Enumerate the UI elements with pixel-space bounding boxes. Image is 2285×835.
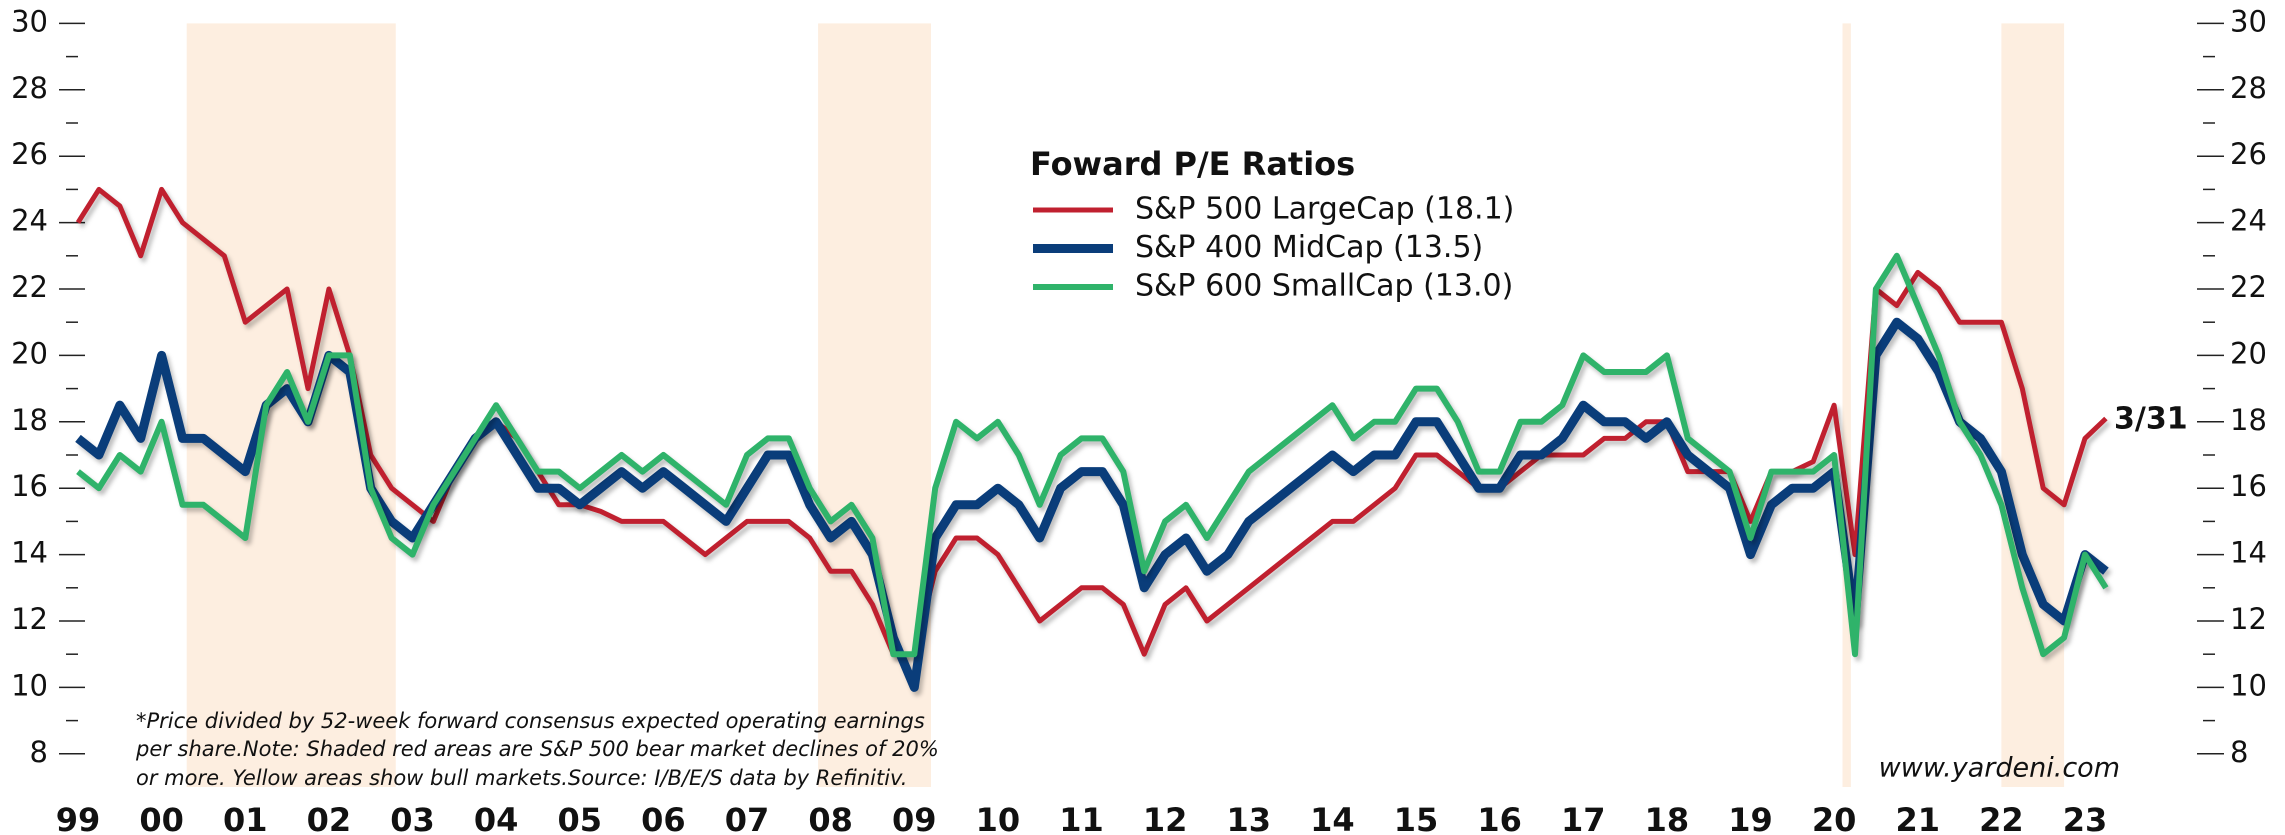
x-tick-label: 19 (1728, 801, 1773, 835)
x-tick-label: 17 (1561, 801, 1606, 835)
annotation: 3/31 (2114, 402, 2188, 437)
x-tick-label: 23 (2063, 801, 2108, 835)
series-line (75, 317, 2109, 692)
source: www.yardeni.com (1879, 753, 2120, 784)
y2-tick-label: 28 (2230, 71, 2267, 105)
y-tick-label: 24 (11, 204, 48, 238)
y-tick-label: 12 (11, 602, 48, 636)
y-tick-label: 22 (11, 270, 48, 304)
x-tick-label: 10 (976, 801, 1021, 835)
x-tick-label: 01 (223, 801, 268, 835)
series-line (76, 252, 2109, 658)
x-tick-label: 07 (725, 801, 770, 835)
legend-title: Foward P/E Ratios (1030, 145, 1355, 183)
legend-label: S&P 600 SmallCap (13.0) (1135, 269, 1513, 304)
x-tick-label: 18 (1645, 801, 1690, 835)
x-tick-label: 00 (139, 801, 184, 835)
y2-tick-label: 8 (2230, 735, 2248, 769)
footnote: per share.Note: Shaded red areas are S&P… (135, 737, 939, 761)
shaded-area (818, 23, 931, 787)
x-tick-label: 02 (307, 801, 352, 835)
y2-tick-label: 24 (2230, 204, 2267, 238)
x-tick-label: 22 (1979, 801, 2024, 835)
x-tick-label: 09 (892, 801, 937, 835)
y2-tick-label: 10 (2230, 668, 2267, 702)
y2-tick-label: 22 (2230, 270, 2267, 304)
x-tick-label: 04 (474, 801, 519, 835)
y2-tick-label: 18 (2230, 403, 2267, 437)
x-tick-label: 12 (1143, 801, 1188, 835)
y2-tick-label: 12 (2230, 602, 2267, 636)
y-tick-label: 18 (11, 403, 48, 437)
lines (75, 186, 2109, 692)
shaded-areas (186, 23, 2065, 787)
x-tick-label: 16 (1477, 801, 1522, 835)
footnote: or more. Yellow areas show bull markets.… (136, 766, 907, 790)
y-tick-label: 30 (11, 4, 48, 38)
x-tick-label: 03 (390, 801, 435, 835)
y-tick-label: 26 (11, 137, 48, 171)
footnote: *Price divided by 52-week forward consen… (136, 709, 925, 733)
y-tick-label: 16 (11, 469, 48, 503)
shaded-area (1842, 23, 1851, 787)
x-tick-label: 14 (1310, 801, 1355, 835)
x-tick-label: 13 (1226, 801, 1271, 835)
x-tick-label: 05 (557, 801, 602, 835)
x-tick-label: 06 (641, 801, 686, 835)
x-tick-label: 20 (1812, 801, 1857, 835)
shaded-area (2001, 23, 2065, 787)
x-tick-label: 21 (1895, 801, 1940, 835)
axes: 8 8 10 10 12 12 14 14 16 16 18 18 20 20 22 22 24 24 26 26 28… (11, 4, 2267, 835)
x-tick-label: 15 (1394, 801, 1439, 835)
y2-tick-label: 14 (2230, 536, 2267, 570)
x-tick-label: 99 (56, 801, 101, 835)
y2-tick-label: 16 (2230, 469, 2267, 503)
shaded-area (186, 23, 396, 787)
y-tick-label: 8 (30, 735, 48, 769)
x-tick-label: 11 (1059, 801, 1104, 835)
y-tick-label: 28 (11, 71, 48, 105)
legend-label: S&P 500 LargeCap (18.1) (1135, 192, 1514, 227)
y-tick-label: 20 (11, 336, 48, 370)
y2-tick-label: 20 (2230, 336, 2267, 370)
y-tick-label: 10 (11, 668, 48, 702)
x-tick-label: 08 (808, 801, 853, 835)
y2-tick-label: 30 (2230, 4, 2267, 38)
y-tick-label: 14 (11, 536, 48, 570)
legend-label: S&P 400 MidCap (13.5) (1135, 230, 1483, 265)
y2-tick-label: 26 (2230, 137, 2267, 171)
